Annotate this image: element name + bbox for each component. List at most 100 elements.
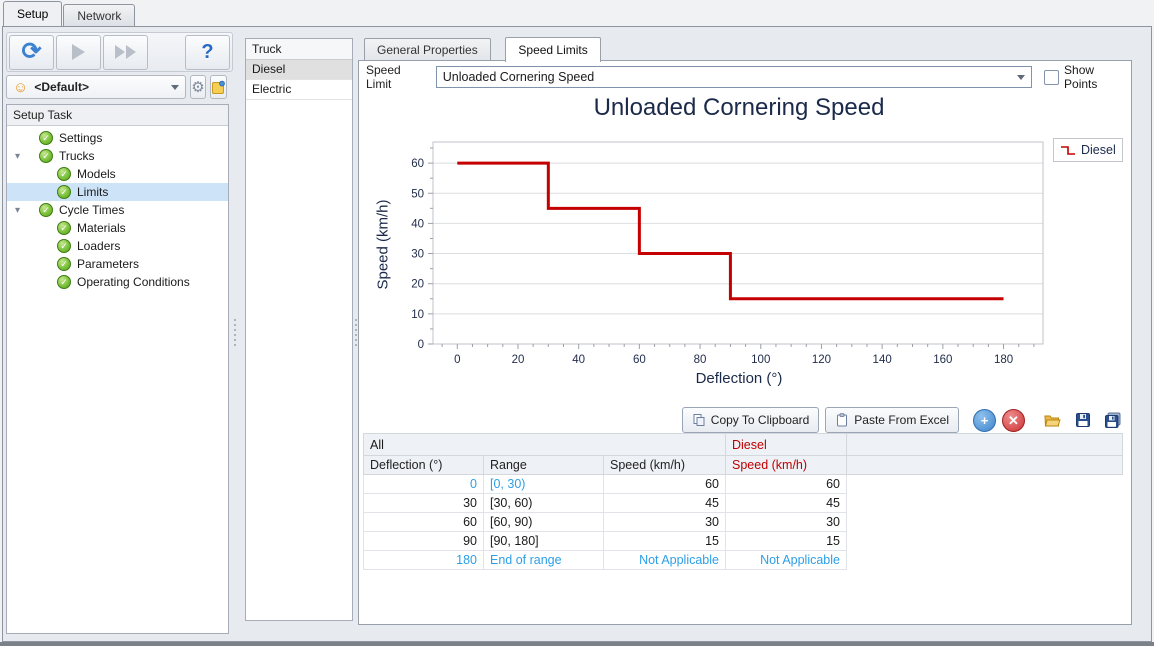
window-tab-network[interactable]: Network — [63, 4, 136, 26]
table-cell[interactable]: 0 — [363, 474, 484, 494]
copy-icon — [693, 414, 705, 426]
add-row-button[interactable]: + — [973, 408, 996, 432]
sidebar-item-models[interactable]: ✓ Models — [7, 165, 228, 183]
show-points-checkbox[interactable] — [1044, 69, 1060, 85]
check-icon: ✓ — [39, 203, 53, 217]
window-tab-setup[interactable]: Setup — [3, 1, 63, 26]
setup-page: ⟳ ? ☺ <Default> ⚙ — [2, 26, 1152, 642]
table-header-row: Deflection (°) Range Speed (km/h) Speed (km… — [363, 455, 1123, 475]
notes-button[interactable] — [210, 75, 227, 99]
table-cell-filler — [846, 474, 1123, 494]
splitter-right[interactable] — [352, 32, 359, 633]
table-group-header-row: All Diesel — [363, 433, 1123, 456]
save-icon — [1076, 413, 1090, 427]
table-cell-filler — [846, 531, 1123, 551]
properties-area: General Properties Speed Limits Speed Lim… — [358, 31, 1132, 637]
column-header-filler — [846, 455, 1123, 475]
tab-speed-limits[interactable]: Speed Limits — [505, 37, 601, 62]
check-icon: ✓ — [57, 257, 71, 271]
speed-limit-select[interactable]: Unloaded Cornering Speed — [435, 66, 1033, 88]
sidebar-item-operating-conditions[interactable]: ✓ Operating Conditions — [7, 273, 228, 291]
speed-limit-value: Unloaded Cornering Speed — [442, 70, 595, 84]
chart-plot: 0 20 40 60 80 100 120 140 160 180 0 10 20 30 40 50 60 — [411, 141, 1044, 366]
open-button[interactable] — [1041, 408, 1065, 432]
setup-task-tree: ✓ Settings ▾ ✓ Trucks ✓ Models ✓ Limits ▾ ✓ Cycle T… — [7, 126, 228, 291]
check-icon: ✓ — [57, 185, 71, 199]
tree-expander-icon[interactable]: ▾ — [15, 204, 21, 216]
help-button[interactable]: ? — [185, 34, 230, 70]
table-cell[interactable]: [60, 90) — [483, 512, 604, 532]
note-icon — [212, 80, 225, 94]
save-button[interactable] — [1071, 408, 1095, 432]
table-cell[interactable]: 15 — [603, 531, 726, 551]
sidebar-item-loaders[interactable]: ✓ Loaders — [7, 237, 228, 255]
delete-row-button[interactable]: ✕ — [1002, 408, 1025, 432]
copy-button-label: Copy To Clipboard — [710, 413, 810, 427]
folder-open-icon — [1044, 415, 1061, 426]
sidebar-item-trucks[interactable]: ▾ ✓ Trucks — [7, 147, 228, 165]
truck-list-panel: Truck Diesel Electric — [245, 38, 353, 621]
table-cell[interactable]: 60 — [603, 474, 726, 494]
setup-task-panel: Setup Task ✓ Settings ▾ ✓ Trucks ✓ Models ✓ Limi… — [6, 104, 229, 634]
table-cell[interactable]: Not Applicable — [725, 550, 847, 570]
column-header-deflection-[interactable]: Deflection (°) — [363, 455, 484, 475]
check-icon: ✓ — [57, 239, 71, 253]
splitter-left[interactable] — [231, 32, 238, 633]
play-icon — [72, 44, 85, 60]
sidebar-item-parameters[interactable]: ✓ Parameters — [7, 255, 228, 273]
speed-limit-row: Speed Limit Unloaded Cornering Speed Sho… — [359, 63, 1129, 91]
table-cell-filler — [846, 512, 1123, 532]
table-cell[interactable]: 180 — [363, 550, 484, 570]
sidebar-item-label: Loaders — [77, 239, 121, 253]
speed-chart: Unloaded Cornering Speed 0 20 40 60 80 100 120… — [361, 92, 1127, 404]
check-icon: ✓ — [39, 131, 53, 145]
chevron-down-icon — [1017, 74, 1026, 80]
table-cell[interactable]: 45 — [725, 493, 847, 513]
table-cell[interactable]: 30 — [725, 512, 847, 532]
column-header-speed-km-h-[interactable]: Speed (km/h) — [725, 455, 847, 475]
table-cell[interactable]: End of range — [483, 550, 604, 570]
table-cell[interactable]: [30, 60) — [483, 493, 604, 513]
table-cell[interactable]: 60 — [363, 512, 484, 532]
table-cell[interactable]: [0, 30) — [483, 474, 604, 494]
close-icon: ✕ — [1008, 412, 1019, 428]
save-all-button[interactable] — [1101, 408, 1125, 432]
tab-general-properties[interactable]: General Properties — [364, 38, 491, 62]
legend-series-label: Diesel — [1081, 143, 1116, 157]
table-cell[interactable]: 60 — [725, 474, 847, 494]
sidebar-item-cycle-times[interactable]: ▾ ✓ Cycle Times — [7, 201, 228, 219]
truck-list-item-electric[interactable]: Electric — [246, 80, 352, 100]
sidebar-item-materials[interactable]: ✓ Materials — [7, 219, 228, 237]
table-cell[interactable]: [90, 180] — [483, 531, 604, 551]
copy-to-clipboard-button[interactable]: Copy To Clipboard — [681, 407, 820, 433]
chart-x-axis-label: Deflection (°) — [695, 370, 783, 387]
sidebar-item-settings[interactable]: ✓ Settings — [7, 129, 228, 147]
svg-text:20: 20 — [512, 354, 525, 366]
window-tabstrip: Setup Network — [0, 0, 1154, 26]
setup-task-header: Setup Task — [7, 105, 228, 126]
sidebar-item-label: Materials — [77, 221, 126, 235]
table-cell[interactable]: 30 — [603, 512, 726, 532]
table-cell[interactable]: 90 — [363, 531, 484, 551]
table-cell[interactable]: 30 — [363, 493, 484, 513]
sync-button[interactable]: ⟳ — [9, 34, 54, 70]
scenario-select[interactable]: ☺ <Default> — [6, 75, 186, 99]
tree-expander-icon[interactable]: ▾ — [15, 150, 21, 162]
paste-icon — [837, 413, 848, 427]
table-cell[interactable]: Not Applicable — [603, 550, 726, 570]
paste-from-excel-button[interactable]: Paste From Excel — [825, 407, 959, 433]
speed-limits-content: Speed Limit Unloaded Cornering Speed Sho… — [358, 60, 1132, 625]
run-button[interactable] — [56, 34, 101, 70]
truck-list-item-diesel[interactable]: Diesel — [246, 59, 352, 80]
sidebar-item-label: Trucks — [59, 149, 95, 163]
check-icon: ✓ — [57, 275, 71, 289]
check-icon: ✓ — [57, 221, 71, 235]
table-cell[interactable]: 45 — [603, 493, 726, 513]
fast-forward-button[interactable] — [103, 34, 148, 70]
column-header-speed-km-h-[interactable]: Speed (km/h) — [603, 455, 726, 475]
table-cell[interactable]: 15 — [725, 531, 847, 551]
column-header-range[interactable]: Range — [483, 455, 604, 475]
scenario-row: ☺ <Default> ⚙ — [6, 75, 227, 99]
sidebar-item-limits[interactable]: ✓ Limits — [7, 183, 228, 201]
settings-gear-button[interactable]: ⚙ — [190, 75, 206, 99]
